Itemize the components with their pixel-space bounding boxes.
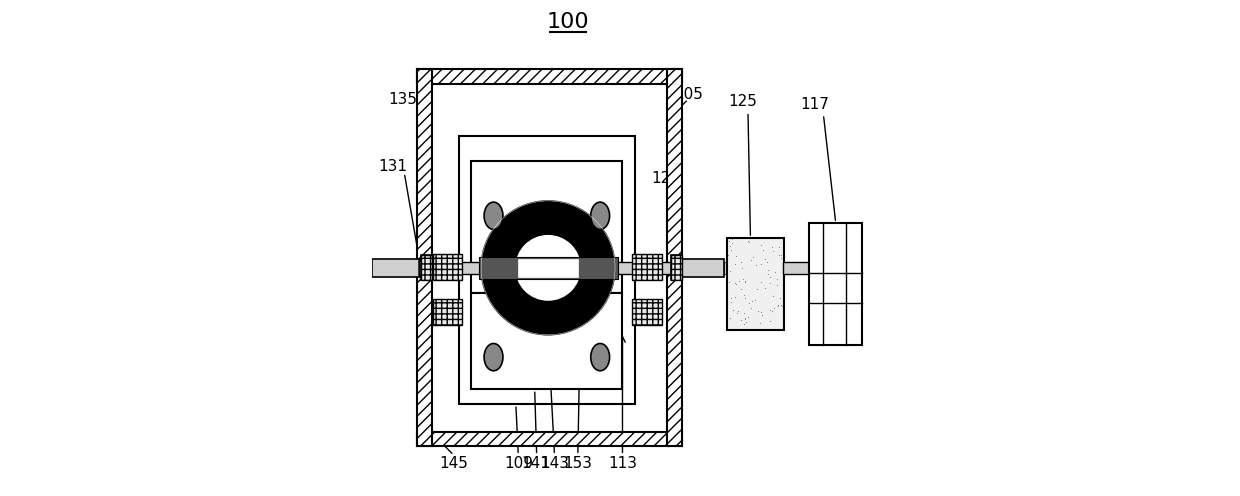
Text: 143: 143	[541, 456, 569, 471]
Bar	[724, 262, 727, 274]
Text: 131: 131	[378, 159, 407, 174]
Bar	[433, 254, 463, 280]
Bar	[479, 257, 618, 279]
Bar	[471, 293, 622, 389]
Text: 105: 105	[675, 87, 703, 102]
Bar	[417, 69, 432, 446]
Bar	[671, 255, 682, 280]
Bar	[420, 255, 432, 280]
Bar	[727, 238, 784, 330]
Bar	[372, 259, 420, 277]
Bar	[632, 254, 662, 280]
Bar	[615, 262, 672, 274]
Bar	[417, 69, 682, 84]
Bar	[632, 299, 662, 325]
Circle shape	[516, 236, 580, 300]
Text: 141: 141	[521, 456, 551, 471]
Ellipse shape	[484, 343, 503, 371]
Ellipse shape	[590, 202, 610, 230]
Text: 135: 135	[388, 92, 417, 107]
Bar	[810, 223, 862, 345]
Text: 100: 100	[547, 12, 589, 32]
Text: 125: 125	[729, 94, 758, 109]
Bar	[680, 259, 724, 277]
Bar	[782, 262, 810, 274]
Ellipse shape	[590, 343, 610, 371]
Bar	[417, 432, 682, 446]
Bar	[433, 299, 463, 325]
Bar	[471, 161, 622, 293]
Bar	[671, 255, 682, 280]
Polygon shape	[419, 259, 430, 277]
Bar	[667, 69, 682, 446]
Circle shape	[481, 201, 615, 335]
Text: 145: 145	[439, 456, 469, 471]
Text: 121: 121	[651, 171, 680, 186]
Text: 153: 153	[563, 456, 593, 471]
Text: 109: 109	[503, 456, 533, 471]
Text: 113: 113	[608, 456, 637, 471]
Bar	[518, 259, 578, 277]
Bar	[459, 136, 635, 404]
Bar	[432, 262, 538, 274]
Bar	[420, 255, 432, 280]
Ellipse shape	[484, 202, 503, 230]
Text: 117: 117	[800, 97, 828, 112]
